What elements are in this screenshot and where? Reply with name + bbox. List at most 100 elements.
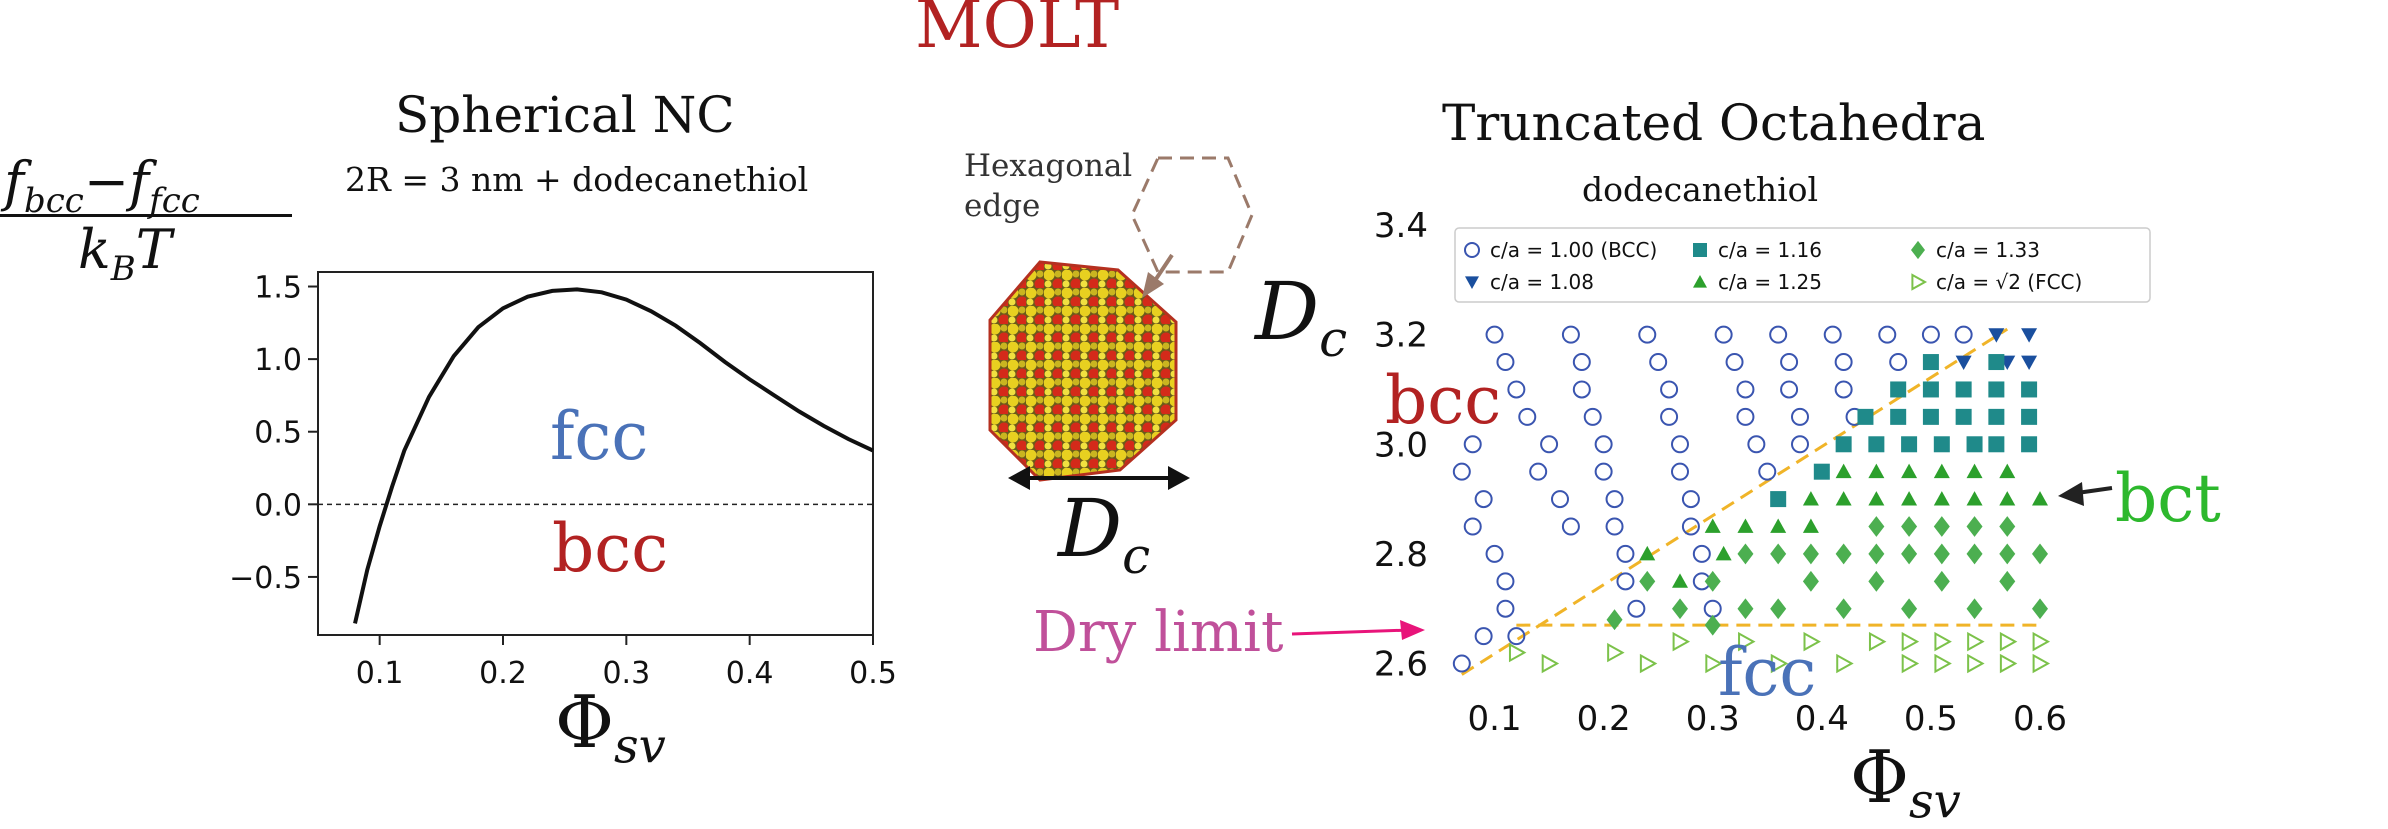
scatter-point [1540, 435, 1559, 454]
scatter-point [1715, 545, 1732, 561]
scatter-point [1999, 463, 2016, 479]
scatter-point [1561, 325, 1580, 344]
scatter-point [1572, 353, 1591, 372]
scatter-point [1967, 653, 1985, 674]
scatter-point [1738, 631, 1756, 652]
scatter-point [1725, 353, 1744, 372]
scatter-point [2032, 631, 2051, 652]
left-chart-title: Spherical NC [395, 86, 735, 144]
scatter-point [1561, 517, 1580, 536]
scatter-point [1835, 436, 1852, 453]
scatter-point [1616, 544, 1635, 563]
left-ytick-label: 1.0 [254, 343, 302, 378]
scatter-point [1606, 609, 1623, 631]
scatter-point [1639, 653, 1658, 674]
scatter-point [1452, 654, 1471, 673]
scatter-point [1463, 517, 1482, 536]
scatter-point [1639, 545, 1656, 561]
right-xlabel-sub: sv [1909, 773, 1961, 829]
scatter-point [1802, 543, 1819, 565]
right-xtick-label: 0.4 [1795, 699, 1849, 739]
hexagonal-edge-label: Hexagonal edge [964, 146, 1132, 227]
scatter-point [1508, 642, 1527, 663]
header-title: MOLT [915, 0, 1120, 63]
scatter-point [1934, 631, 1952, 652]
scatter-point [1672, 573, 1688, 588]
scatter-point [2032, 598, 2048, 620]
scatter-point [1835, 598, 1852, 620]
scatter-point [1463, 435, 1482, 454]
scatter-point [1922, 381, 1939, 398]
left-ylabel-fraction-bar [0, 214, 292, 217]
scatter-point [1955, 408, 1972, 425]
scatter-point [1758, 462, 1777, 481]
scatter-point [1704, 518, 1721, 533]
scatter-point [1607, 642, 1625, 663]
scatter-point [1704, 570, 1721, 592]
scatter-point [1890, 381, 1907, 398]
free-energy-curve [353, 287, 874, 624]
scatter-point [1988, 408, 2005, 425]
dry-limit-arrowhead [1400, 620, 1425, 640]
scatter-point [1933, 463, 1950, 479]
bct-arrowhead [2058, 482, 2084, 506]
legend-marker [1464, 242, 1480, 258]
scatter-point [1770, 543, 1787, 565]
scatter-point [1999, 516, 2016, 537]
scatter-point [1496, 599, 1515, 618]
scatter-point [1747, 435, 1766, 454]
scatter-point [1605, 490, 1624, 509]
dc-bottom-D: D [1058, 482, 1123, 575]
scatter-point [1639, 570, 1656, 592]
scatter-point [1835, 463, 1852, 479]
scatter-point [1922, 354, 1939, 371]
dc-arrowhead-right [1168, 466, 1190, 490]
scatter-point [1966, 598, 1983, 620]
scatter-point [1834, 380, 1853, 399]
dc-label-bottom: Dc [1058, 482, 1150, 585]
scatter-point [1518, 407, 1537, 426]
scatter-point [1999, 653, 2018, 674]
scatter-point [1999, 570, 2016, 592]
scatter-point [1605, 517, 1624, 536]
scatter-point [1627, 599, 1646, 618]
scatter-point [1770, 598, 1787, 620]
scatter-point [1922, 408, 1939, 425]
left-ytick-label: 0.0 [254, 488, 302, 523]
right-ytick-label: 2.8 [1374, 535, 1428, 575]
scatter-point [1803, 631, 1821, 652]
scatter-point [1999, 491, 2016, 506]
scatter-point [2032, 543, 2048, 565]
right-region-bct: bct [2115, 460, 2221, 537]
right-ytick-label: 3.4 [1374, 206, 1428, 246]
scatter-point [1791, 435, 1809, 454]
left-xtick-label: 0.3 [602, 656, 650, 691]
scatter-point [1791, 407, 1809, 426]
scatter-point [1704, 614, 1721, 636]
scatter-point [1474, 490, 1493, 509]
legend-label: c/a = √2 (FCC) [1936, 270, 2082, 294]
scatter-point [1868, 543, 1885, 565]
scatter-point [1485, 325, 1504, 344]
scatter-point [1933, 543, 1950, 565]
right-ytick-label: 2.6 [1374, 645, 1428, 685]
legend-label: c/a = 1.08 [1490, 270, 1594, 294]
ylabel-minus: − [83, 150, 130, 213]
legend-label: c/a = 1.00 (BCC) [1490, 238, 1657, 262]
legend-marker [1693, 275, 1707, 288]
dc-arrowhead-left [1008, 466, 1030, 490]
scatter-point [1966, 543, 1983, 565]
right-xtick-label: 0.5 [1904, 699, 1958, 739]
right-xtick-label: 0.1 [1468, 699, 1522, 739]
scatter-point [1780, 353, 1799, 372]
scatter-point [1934, 653, 1952, 674]
scatter-point [1933, 570, 1950, 592]
scatter-point [1780, 380, 1799, 399]
scatter-point [1966, 516, 1983, 537]
scatter-point [2032, 653, 2051, 674]
scatter-point [1901, 631, 1920, 652]
left-xlabel-phi: Φ [555, 680, 615, 764]
scatter-point [1988, 328, 2005, 343]
right-xtick-label: 0.2 [1577, 699, 1631, 739]
